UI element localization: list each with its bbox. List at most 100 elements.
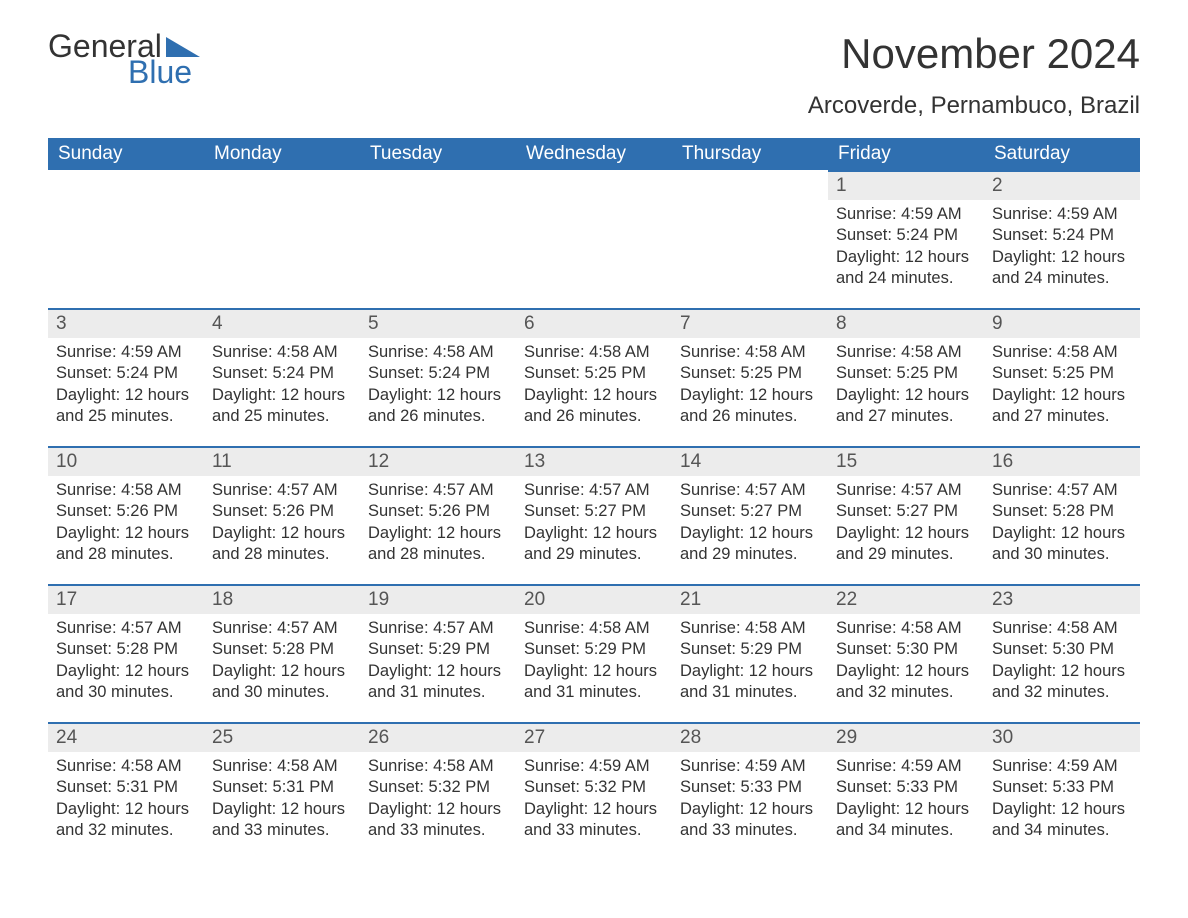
calendar-day-cell: [516, 170, 672, 308]
day-number: 11: [204, 446, 360, 476]
daylight-text: Daylight: 12 hours and 34 minutes.: [992, 799, 1132, 842]
sunrise-text: Sunrise: 4:59 AM: [524, 756, 664, 777]
day-number: 18: [204, 584, 360, 614]
sunset-text: Sunset: 5:24 PM: [212, 363, 352, 384]
day-body: Sunrise: 4:58 AMSunset: 5:29 PMDaylight:…: [672, 614, 828, 712]
calendar-day-cell: 13Sunrise: 4:57 AMSunset: 5:27 PMDayligh…: [516, 446, 672, 584]
daylight-text: Daylight: 12 hours and 31 minutes.: [680, 661, 820, 704]
calendar-day-cell: 23Sunrise: 4:58 AMSunset: 5:30 PMDayligh…: [984, 584, 1140, 722]
calendar-day-cell: 6Sunrise: 4:58 AMSunset: 5:25 PMDaylight…: [516, 308, 672, 446]
calendar-day-cell: 3Sunrise: 4:59 AMSunset: 5:24 PMDaylight…: [48, 308, 204, 446]
daylight-text: Daylight: 12 hours and 33 minutes.: [368, 799, 508, 842]
sunset-text: Sunset: 5:32 PM: [524, 777, 664, 798]
day-number: 4: [204, 308, 360, 338]
sunrise-text: Sunrise: 4:58 AM: [680, 342, 820, 363]
sunset-text: Sunset: 5:29 PM: [368, 639, 508, 660]
sunrise-text: Sunrise: 4:59 AM: [680, 756, 820, 777]
day-body: Sunrise: 4:58 AMSunset: 5:30 PMDaylight:…: [984, 614, 1140, 712]
day-body: Sunrise: 4:58 AMSunset: 5:30 PMDaylight:…: [828, 614, 984, 712]
daylight-text: Daylight: 12 hours and 26 minutes.: [368, 385, 508, 428]
header: General Blue November 2024 Arcoverde, Pe…: [48, 30, 1140, 120]
sunrise-text: Sunrise: 4:58 AM: [56, 756, 196, 777]
day-body: Sunrise: 4:58 AMSunset: 5:25 PMDaylight:…: [984, 338, 1140, 436]
sunset-text: Sunset: 5:31 PM: [212, 777, 352, 798]
day-body: Sunrise: 4:58 AMSunset: 5:32 PMDaylight:…: [360, 752, 516, 850]
day-body: Sunrise: 4:57 AMSunset: 5:26 PMDaylight:…: [360, 476, 516, 574]
sunset-text: Sunset: 5:30 PM: [836, 639, 976, 660]
sunrise-text: Sunrise: 4:59 AM: [992, 204, 1132, 225]
daylight-text: Daylight: 12 hours and 33 minutes.: [524, 799, 664, 842]
day-number: 9: [984, 308, 1140, 338]
daylight-text: Daylight: 12 hours and 32 minutes.: [836, 661, 976, 704]
daylight-text: Daylight: 12 hours and 32 minutes.: [56, 799, 196, 842]
day-body: Sunrise: 4:59 AMSunset: 5:33 PMDaylight:…: [828, 752, 984, 850]
day-number: 14: [672, 446, 828, 476]
calendar-day-cell: 1Sunrise: 4:59 AMSunset: 5:24 PMDaylight…: [828, 170, 984, 308]
daylight-text: Daylight: 12 hours and 31 minutes.: [368, 661, 508, 704]
day-header: Tuesday: [360, 138, 516, 170]
day-number: [516, 170, 672, 198]
calendar-day-cell: 30Sunrise: 4:59 AMSunset: 5:33 PMDayligh…: [984, 722, 1140, 860]
day-number: 22: [828, 584, 984, 614]
day-body: Sunrise: 4:58 AMSunset: 5:31 PMDaylight:…: [48, 752, 204, 850]
sunset-text: Sunset: 5:24 PM: [56, 363, 196, 384]
sunrise-text: Sunrise: 4:58 AM: [680, 618, 820, 639]
sunset-text: Sunset: 5:33 PM: [836, 777, 976, 798]
calendar-day-cell: 4Sunrise: 4:58 AMSunset: 5:24 PMDaylight…: [204, 308, 360, 446]
calendar-day-cell: 8Sunrise: 4:58 AMSunset: 5:25 PMDaylight…: [828, 308, 984, 446]
daylight-text: Daylight: 12 hours and 26 minutes.: [680, 385, 820, 428]
sunset-text: Sunset: 5:27 PM: [836, 501, 976, 522]
sunrise-text: Sunrise: 4:57 AM: [368, 480, 508, 501]
day-number: 5: [360, 308, 516, 338]
daylight-text: Daylight: 12 hours and 34 minutes.: [836, 799, 976, 842]
calendar-day-cell: 9Sunrise: 4:58 AMSunset: 5:25 PMDaylight…: [984, 308, 1140, 446]
sunset-text: Sunset: 5:24 PM: [836, 225, 976, 246]
day-body: Sunrise: 4:57 AMSunset: 5:28 PMDaylight:…: [984, 476, 1140, 574]
day-header-row: Sunday Monday Tuesday Wednesday Thursday…: [48, 138, 1140, 170]
day-body: Sunrise: 4:59 AMSunset: 5:24 PMDaylight:…: [48, 338, 204, 436]
daylight-text: Daylight: 12 hours and 30 minutes.: [212, 661, 352, 704]
calendar-day-cell: 25Sunrise: 4:58 AMSunset: 5:31 PMDayligh…: [204, 722, 360, 860]
sunset-text: Sunset: 5:25 PM: [524, 363, 664, 384]
sunset-text: Sunset: 5:26 PM: [212, 501, 352, 522]
sunrise-text: Sunrise: 4:57 AM: [212, 618, 352, 639]
sunrise-text: Sunrise: 4:59 AM: [992, 756, 1132, 777]
sunset-text: Sunset: 5:24 PM: [368, 363, 508, 384]
sunrise-text: Sunrise: 4:58 AM: [212, 342, 352, 363]
daylight-text: Daylight: 12 hours and 32 minutes.: [992, 661, 1132, 704]
title-block: November 2024 Arcoverde, Pernambuco, Bra…: [808, 30, 1140, 120]
day-header: Wednesday: [516, 138, 672, 170]
day-body: Sunrise: 4:58 AMSunset: 5:25 PMDaylight:…: [516, 338, 672, 436]
sunrise-text: Sunrise: 4:57 AM: [368, 618, 508, 639]
day-number: 28: [672, 722, 828, 752]
day-body: Sunrise: 4:57 AMSunset: 5:27 PMDaylight:…: [672, 476, 828, 574]
calendar-week-row: 10Sunrise: 4:58 AMSunset: 5:26 PMDayligh…: [48, 446, 1140, 584]
daylight-text: Daylight: 12 hours and 24 minutes.: [836, 247, 976, 290]
calendar-day-cell: [204, 170, 360, 308]
daylight-text: Daylight: 12 hours and 26 minutes.: [524, 385, 664, 428]
day-body: Sunrise: 4:58 AMSunset: 5:24 PMDaylight:…: [360, 338, 516, 436]
calendar-day-cell: 21Sunrise: 4:58 AMSunset: 5:29 PMDayligh…: [672, 584, 828, 722]
day-number: 19: [360, 584, 516, 614]
sunrise-text: Sunrise: 4:58 AM: [524, 342, 664, 363]
daylight-text: Daylight: 12 hours and 28 minutes.: [212, 523, 352, 566]
calendar-day-cell: 20Sunrise: 4:58 AMSunset: 5:29 PMDayligh…: [516, 584, 672, 722]
daylight-text: Daylight: 12 hours and 29 minutes.: [680, 523, 820, 566]
sunrise-text: Sunrise: 4:58 AM: [992, 618, 1132, 639]
calendar-week-row: 3Sunrise: 4:59 AMSunset: 5:24 PMDaylight…: [48, 308, 1140, 446]
sunset-text: Sunset: 5:28 PM: [992, 501, 1132, 522]
day-number: [360, 170, 516, 198]
daylight-text: Daylight: 12 hours and 29 minutes.: [524, 523, 664, 566]
day-number: 6: [516, 308, 672, 338]
sunrise-text: Sunrise: 4:58 AM: [524, 618, 664, 639]
day-number: 15: [828, 446, 984, 476]
calendar-day-cell: 18Sunrise: 4:57 AMSunset: 5:28 PMDayligh…: [204, 584, 360, 722]
day-body: Sunrise: 4:59 AMSunset: 5:33 PMDaylight:…: [984, 752, 1140, 850]
calendar-day-cell: 26Sunrise: 4:58 AMSunset: 5:32 PMDayligh…: [360, 722, 516, 860]
day-header: Saturday: [984, 138, 1140, 170]
day-number: 2: [984, 170, 1140, 200]
sunset-text: Sunset: 5:33 PM: [992, 777, 1132, 798]
calendar-day-cell: [672, 170, 828, 308]
day-number: 3: [48, 308, 204, 338]
calendar-day-cell: 24Sunrise: 4:58 AMSunset: 5:31 PMDayligh…: [48, 722, 204, 860]
